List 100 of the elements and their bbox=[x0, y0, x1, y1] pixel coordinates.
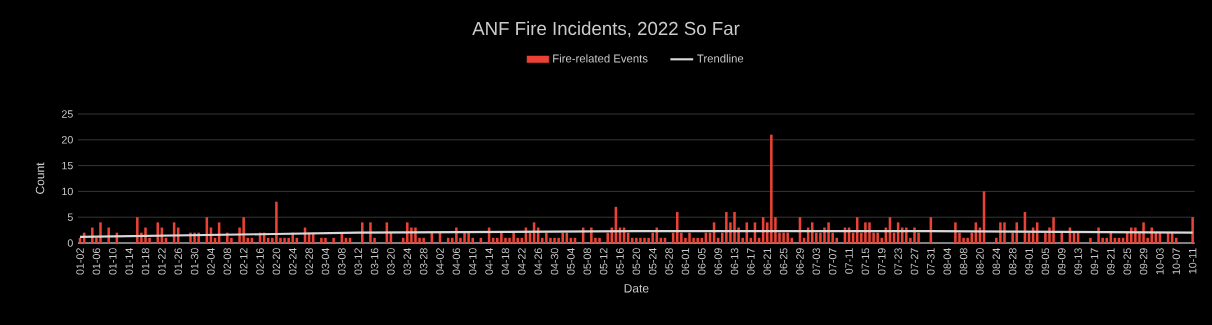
x-tick-label: 02-16 bbox=[256, 248, 264, 275]
x-tick-label: 04-18 bbox=[501, 248, 510, 275]
bar bbox=[827, 222, 830, 243]
x-tick-label: 06-05 bbox=[698, 248, 706, 275]
bar bbox=[516, 237, 519, 243]
y-tick-label: 25 bbox=[61, 110, 73, 118]
bar bbox=[876, 232, 879, 243]
x-tick-label: 01-18 bbox=[141, 248, 150, 275]
bar bbox=[954, 222, 957, 243]
bar bbox=[320, 237, 323, 243]
bar bbox=[1044, 232, 1047, 243]
x-tick-label: 07-23 bbox=[894, 248, 902, 275]
bar bbox=[733, 212, 736, 243]
bar bbox=[786, 232, 789, 243]
x-tick-label: 06-17 bbox=[747, 248, 755, 275]
bar bbox=[332, 237, 335, 243]
bar bbox=[1175, 237, 1178, 243]
x-tick-label: 08-28 bbox=[1008, 248, 1017, 275]
x-tick-label: 04-06 bbox=[452, 248, 461, 275]
x-tick-label: 09-17 bbox=[1090, 248, 1099, 275]
bar bbox=[598, 237, 601, 243]
bar bbox=[275, 201, 278, 243]
bar bbox=[864, 222, 867, 243]
x-axis-title: Date bbox=[624, 284, 649, 293]
y-tick-label: 15 bbox=[62, 161, 73, 170]
bar bbox=[463, 232, 466, 243]
x-tick-label: 07-11 bbox=[845, 248, 853, 274]
bar bbox=[1060, 232, 1064, 243]
bar bbox=[639, 237, 642, 243]
bar bbox=[675, 212, 679, 243]
y-axis-title: Count bbox=[35, 162, 45, 194]
x-tick-label: 06-21 bbox=[763, 248, 772, 275]
x-tick-label: 06-29 bbox=[796, 248, 804, 275]
x-tick-label: 04-14 bbox=[485, 248, 493, 275]
bar bbox=[136, 217, 139, 243]
y-tick-label: 0 bbox=[67, 239, 73, 247]
bar bbox=[815, 232, 818, 243]
bar bbox=[725, 212, 728, 243]
x-tick-label: 02-08 bbox=[223, 248, 232, 275]
x-tick-label: 09-01 bbox=[1025, 248, 1033, 275]
bar bbox=[970, 232, 974, 243]
x-tick-label: 04-02 bbox=[436, 248, 444, 275]
x-tick-label: 03-12 bbox=[354, 248, 362, 275]
x-tick-label: 03-08 bbox=[338, 248, 346, 275]
bar bbox=[557, 237, 560, 243]
bar bbox=[962, 237, 965, 243]
x-tick-label: 06-09 bbox=[714, 248, 722, 275]
x-tick-label: 09-25 bbox=[1123, 248, 1131, 275]
bar bbox=[917, 232, 920, 243]
bar bbox=[880, 237, 884, 243]
bar bbox=[1052, 217, 1055, 243]
bar bbox=[606, 232, 609, 243]
x-tick-label: 07-03 bbox=[812, 248, 821, 275]
x-tick-label: 06-13 bbox=[730, 248, 739, 275]
bar bbox=[500, 232, 503, 243]
x-tick-label: 03-04 bbox=[321, 248, 330, 275]
bar bbox=[553, 237, 556, 243]
bar bbox=[651, 232, 654, 243]
x-tick-label: 05-08 bbox=[583, 248, 592, 275]
bar bbox=[422, 237, 425, 243]
y-tick-label: 10 bbox=[62, 187, 73, 196]
x-tick-label: 08-20 bbox=[976, 248, 984, 275]
bar bbox=[369, 222, 372, 243]
x-tick-label: 07-31 bbox=[927, 248, 935, 275]
bar bbox=[1015, 222, 1019, 243]
bar bbox=[549, 237, 552, 243]
bar bbox=[630, 237, 634, 243]
bar bbox=[512, 232, 515, 243]
x-tick-label: 05-04 bbox=[567, 248, 575, 275]
x-tick-label: 06-01 bbox=[681, 248, 690, 275]
y-tick-label: 20 bbox=[61, 136, 73, 144]
bar bbox=[324, 237, 327, 243]
bar bbox=[230, 237, 233, 243]
x-tick-label: 09-13 bbox=[1074, 248, 1082, 275]
bar bbox=[406, 222, 409, 243]
x-tick-label: 07-19 bbox=[877, 248, 886, 275]
x-tick-label: 01-02 bbox=[76, 248, 84, 275]
x-tick-label: 05-28 bbox=[665, 248, 673, 275]
x-tick-label: 09-05 bbox=[1041, 248, 1050, 275]
x-tick-label: 03-24 bbox=[403, 248, 412, 275]
bar bbox=[692, 237, 695, 243]
bar bbox=[966, 237, 969, 243]
x-tick-label: 02-12 bbox=[239, 248, 248, 275]
x-tick-label: 08-04 bbox=[943, 248, 951, 275]
x-tick-label: 01-10 bbox=[109, 248, 117, 275]
bar bbox=[561, 232, 564, 243]
x-tick-label: 10-03 bbox=[1156, 248, 1164, 275]
x-tick-label: 03-16 bbox=[370, 248, 379, 275]
x-tick-label: 02-28 bbox=[305, 248, 313, 275]
x-tick-label: 04-22 bbox=[518, 248, 526, 275]
chart-title: ANF Fire Incidents, 2022 So Far bbox=[472, 21, 740, 38]
bar bbox=[696, 237, 699, 243]
bar bbox=[1142, 222, 1145, 243]
bar bbox=[508, 237, 511, 243]
bar bbox=[545, 232, 548, 243]
bar bbox=[868, 222, 871, 243]
x-tick-label: 07-27 bbox=[910, 248, 919, 275]
bar bbox=[504, 237, 507, 243]
bar bbox=[283, 237, 286, 243]
bar bbox=[496, 237, 499, 243]
